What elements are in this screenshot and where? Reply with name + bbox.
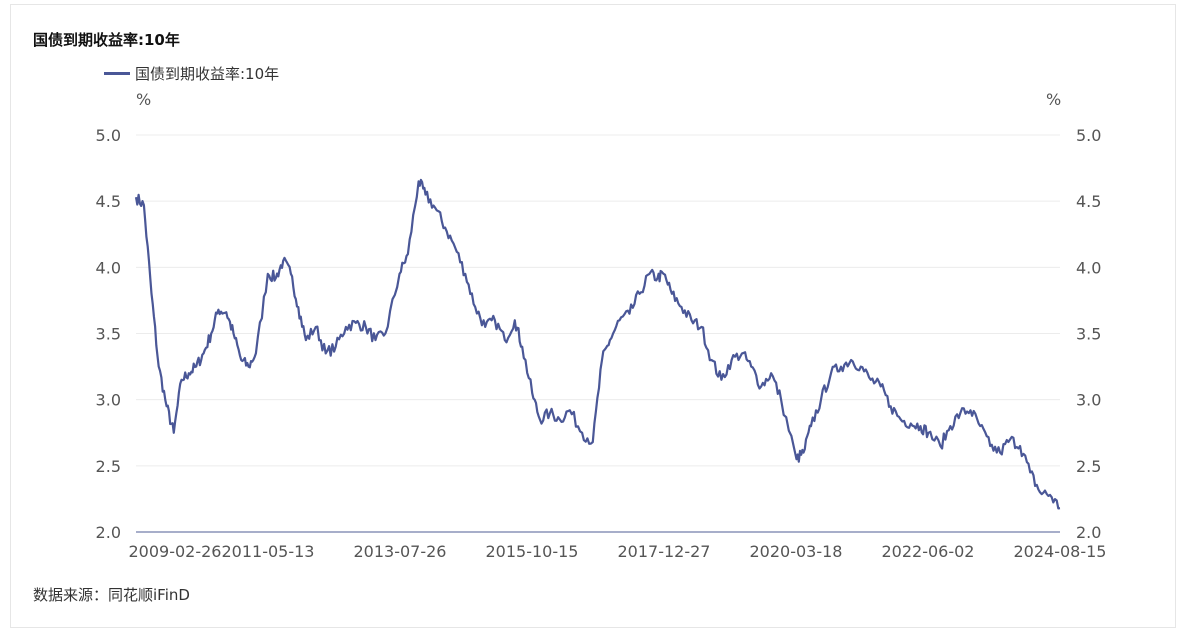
x-tick-label: 2024-08-15 [1014,542,1107,561]
y-axis-unit-right: % [1046,90,1062,109]
x-tick-label: 2022-06-02 [882,542,975,561]
data-source: 数据来源：同花顺iFinD [33,586,190,604]
y-tick-label-right: 2.5 [1076,457,1101,476]
y-tick-label-right: 5.0 [1076,126,1101,145]
y-tick-label-right: 3.5 [1076,325,1101,344]
x-tick-label: 2009-02-26 [129,542,222,561]
x-tick-label: 2015-10-15 [486,542,579,561]
legend-swatch [104,72,130,75]
legend-label: 国债到期收益率:10年 [135,65,280,83]
y-tick-label-left: 4.0 [96,258,121,277]
y-tick-label-left: 4.5 [96,192,121,211]
y-axis-unit-left: % [136,90,152,109]
y-tick-label-left: 2.0 [96,523,121,542]
y-tick-label-right: 4.0 [1076,258,1101,277]
y-tick-label-right: 2.0 [1076,523,1101,542]
x-tick-label: 2013-07-26 [354,542,447,561]
series-line [134,178,1061,510]
y-tick-label-left: 3.0 [96,391,121,410]
x-tick-label: 2020-03-18 [750,542,843,561]
chart-frame [10,4,1176,628]
x-tick-label: 2011-05-13 [222,542,315,561]
legend[interactable]: 国债到期收益率:10年 [104,63,279,84]
x-tick-label: 2017-12-27 [618,542,711,561]
y-tick-label-left: 2.5 [96,457,121,476]
y-tick-label-right: 4.5 [1076,192,1101,211]
y-tick-label-left: 3.5 [96,325,121,344]
chart-title: 国债到期收益率:10年 [33,31,180,49]
y-tick-label-right: 3.0 [1076,391,1101,410]
y-tick-label-left: 5.0 [96,126,121,145]
